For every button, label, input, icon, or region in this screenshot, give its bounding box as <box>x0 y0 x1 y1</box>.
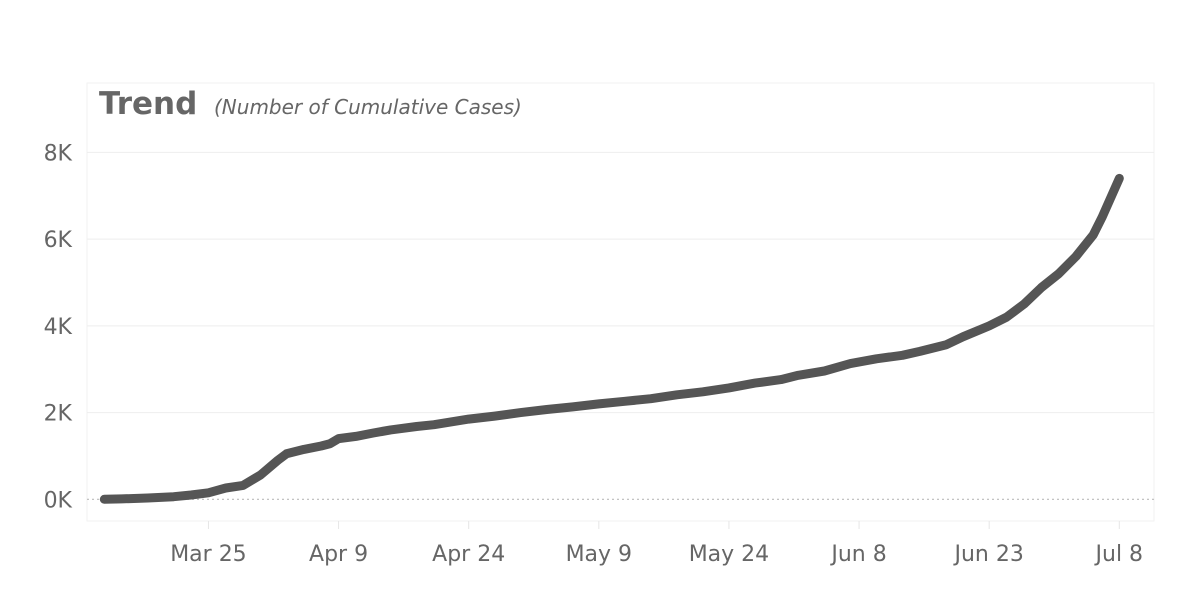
x-tick-label: May 24 <box>689 542 769 567</box>
y-tick-label: 4K <box>44 315 73 340</box>
series-layer <box>99 173 1124 504</box>
y-tick-label: 6K <box>44 228 73 253</box>
y-tick-label: 8K <box>44 141 73 166</box>
grid-layer <box>87 151 1154 500</box>
x-tick-label: Mar 25 <box>170 542 247 567</box>
x-tick-label: Jun 23 <box>952 542 1023 567</box>
x-tick-label: Jun 8 <box>829 542 886 567</box>
chart-subtitle: (Number of Cumulative Cases) <box>214 95 522 119</box>
x-tick-label: May 9 <box>566 542 632 567</box>
y-axis-tick-labels: 0K 2K 4K 6K 8K <box>44 141 73 513</box>
x-tick-label: Apr 24 <box>432 542 505 567</box>
x-tick-label: Apr 9 <box>309 542 368 567</box>
y-tick-label: 0K <box>44 488 73 513</box>
cumulative-cases-line <box>99 173 1124 504</box>
chart-title: Trend <box>99 86 197 122</box>
plot-frame <box>86 82 1155 522</box>
x-tick-label: Jul 8 <box>1094 542 1144 567</box>
y-tick-label: 2K <box>44 402 73 427</box>
x-axis-tick-labels: Mar 25 Apr 9 Apr 24 May 9 May 24 Jun 8 Jun 23 J… <box>170 521 1143 567</box>
